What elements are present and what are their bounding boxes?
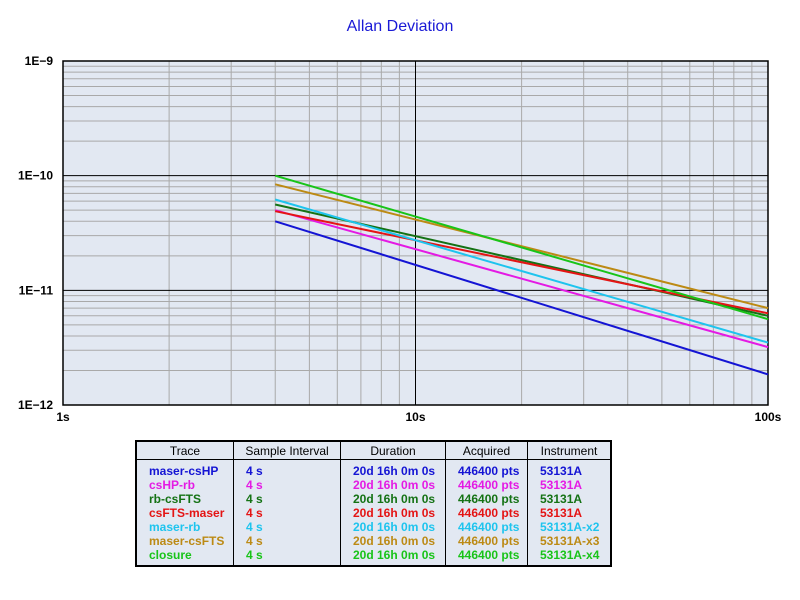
table-header-row: Trace Sample Interval Duration Acquired … [136,441,611,460]
table-row: closure 4 s 20d 16h 0m 0s 446400 pts 53131A-… [136,548,611,566]
chart-title: Allan Deviation [346,18,454,35]
plot-frame [62,60,769,406]
series-line-closure [274,174,769,321]
series-line-maser-rb [274,198,769,344]
table-row: csFTS-maser 4 s 20d 16h 0m 0s 446400 pts 531… [136,506,611,520]
instrument-cell: 53131A-x2 [540,520,600,534]
trace-name-cell: maser-csHP [136,459,234,478]
y-tick-label: 1E−11 [19,283,54,297]
sample-interval-cell: 4 s [233,520,341,534]
header-instrument: Instrument [527,441,611,460]
y-tick-label: 1E−9 [25,54,54,68]
series-line-csHP-rb [274,209,769,349]
header-duration: Duration [340,441,446,460]
trace-legend-table: Trace Sample Interval Duration Acquired … [135,440,612,567]
table-row: rb-csFTS 4 s 20d 16h 0m 0s 446400 pts 53131A [136,492,611,506]
acquired-count-cell: 446400 pts [445,478,528,492]
trace-name-cell: csFTS-maser [136,506,234,520]
duration-cell: 20d 16h 0m 0s [340,459,446,478]
x-tick-label: 100s [755,410,782,424]
table-row: maser-rb 4 s 20d 16h 0m 0s 446400 pts 53131A… [136,520,611,534]
trace-name-cell: maser-rb [136,520,234,534]
series-line-maser-csHP [274,220,769,376]
table-row: maser-csHP 4 s 20d 16h 0m 0s 446400 pts 5313… [136,459,611,478]
acquired-count-cell: 446400 pts [445,492,528,506]
sample-interval-cell: 4 s [233,478,341,492]
trace-name-cell: rb-csFTS [136,492,234,506]
sample-interval-cell: 4 s [233,534,341,548]
duration-cell: 20d 16h 0m 0s [340,534,446,548]
acquired-count-cell: 446400 pts [445,459,528,478]
instrument-cell: 53131A [540,506,583,520]
duration-cell: 20d 16h 0m 0s [340,506,446,520]
acquired-count-cell: 446400 pts [445,520,528,534]
series-line-maser-csFTS [274,183,769,310]
acquired-count-cell: 446400 pts [445,534,528,548]
header-acquired: Acquired [445,441,528,460]
table-row: maser-csFTS 4 s 20d 16h 0m 0s 446400 pts 531… [136,534,611,548]
table-row: csHP-rb 4 s 20d 16h 0m 0s 446400 pts 53131A [136,478,611,492]
acquired-count-cell: 446400 pts [445,548,528,566]
sample-interval-cell: 4 s [233,548,341,566]
instrument-cell: 53131A-x4 [540,548,600,562]
x-tick-label: 1s [56,410,70,424]
duration-cell: 20d 16h 0m 0s [340,492,446,506]
acquired-count-cell: 446400 pts [445,506,528,520]
duration-cell: 20d 16h 0m 0s [340,520,446,534]
header-sample-interval: Sample Interval [233,441,341,460]
trace-name-cell: closure [136,548,234,566]
instrument-cell: 53131A [540,478,583,492]
header-trace: Trace [136,441,234,460]
x-tick-label: 10s [405,410,425,424]
instrument-cell: 53131A [540,492,583,506]
y-tick-label: 1E−12 [18,398,53,412]
sample-interval-cell: 4 s [233,459,341,478]
allan-deviation-plot: 1s 10s 100s 1E−9 1E−10 1E−11 1E−12 [18,54,782,424]
instrument-cell: 53131A [540,464,583,478]
duration-cell: 20d 16h 0m 0s [340,478,446,492]
instrument-cell: 53131A-x3 [540,534,600,548]
sample-interval-cell: 4 s [233,492,341,506]
sample-interval-cell: 4 s [233,506,341,520]
trace-name-cell: maser-csFTS [136,534,234,548]
y-tick-label: 1E−10 [18,169,53,183]
duration-cell: 20d 16h 0m 0s [340,548,446,566]
trace-name-cell: csHP-rb [136,478,234,492]
